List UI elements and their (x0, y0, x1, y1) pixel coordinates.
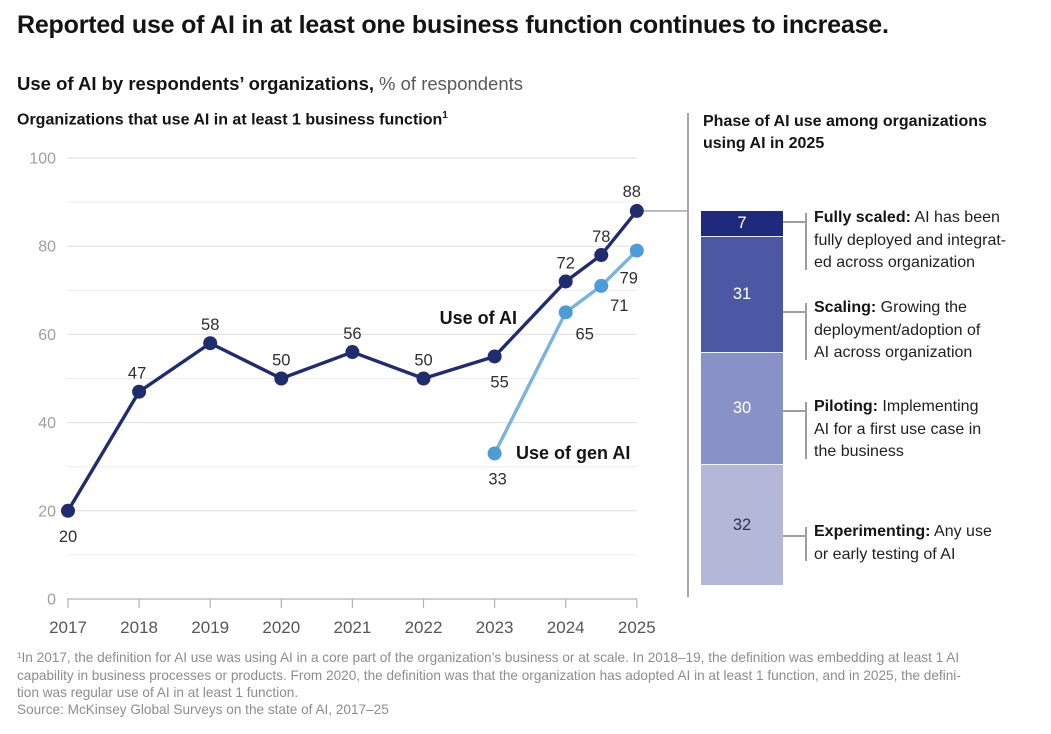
x-tick-label: 2025 (618, 618, 656, 637)
data-point-use-of-ai (487, 349, 502, 364)
source-line: Source: McKinsey Global Surveys on the s… (17, 702, 389, 717)
phase-desc-experimenting: Experimenting: Any use or early testing o… (814, 521, 992, 566)
footnote-line: tion was regular use of AI in at least 1… (17, 685, 299, 700)
right-chart-header-line1: Phase of AI use among organizations (703, 113, 987, 130)
subtitle-unit: % of respondents (379, 73, 524, 94)
value-label-use-of-gen-ai: 79 (620, 270, 638, 288)
data-point-use-of-gen-ai (629, 243, 644, 258)
data-point-use-of-gen-ai (558, 305, 573, 320)
left-chart-header: Organizations that use AI in at least 1 … (17, 110, 448, 129)
value-label-use-of-ai: 50 (272, 352, 290, 370)
phase-bracket-line (805, 303, 807, 360)
footnote-line: capability in business processes or prod… (17, 667, 961, 683)
value-label-use-of-gen-ai: 71 (610, 297, 628, 315)
x-tick-label: 2020 (262, 618, 300, 637)
footnote-marker: 1 (442, 110, 448, 121)
x-tick-label: 2023 (476, 618, 514, 637)
right-chart-header-line2: using AI in 2025 (703, 134, 825, 152)
data-point-use-of-ai (61, 503, 75, 518)
x-tick-label: 2017 (49, 618, 87, 637)
data-point-use-of-gen-ai (594, 278, 609, 293)
phase-desc-line: Fully scaled: AI has been (814, 209, 1000, 226)
x-tick-label: 2019 (191, 618, 229, 637)
value-label-use-of-ai: 47 (128, 365, 146, 383)
x-tick-label: 2021 (333, 618, 371, 637)
value-label-use-of-ai: 88 (623, 183, 641, 201)
phase-stacked-bar: 7 31 30 32 (701, 211, 783, 585)
x-tick-label: 2024 (547, 618, 585, 637)
bar-segment-value: 7 (737, 214, 747, 233)
right-chart-header: Phase of AI use among organizations usin… (703, 111, 987, 154)
data-point-use-of-ai (132, 384, 147, 399)
phase-desc-scaling: Scaling: Growing the deployment/adoption … (814, 297, 980, 365)
panel-divider (687, 113, 689, 597)
x-tick-label: 2018 (120, 618, 158, 637)
phase-desc-line: AI across organization (814, 344, 973, 361)
bar-segment-scaling: 31 (701, 237, 783, 354)
phase-desc-line: fully deployed and integrat- (814, 231, 1007, 249)
bar-segment-value: 30 (732, 399, 752, 418)
data-point-use-of-ai (416, 371, 431, 386)
series-label-use-of-gen-ai: Use of gen AI (516, 443, 630, 463)
x-tick-label: 2022 (405, 618, 443, 637)
data-point-use-of-ai (629, 203, 644, 218)
page-title: Reported use of AI in at least one busin… (17, 11, 889, 39)
series-line-use-of-ai (66, 209, 639, 512)
value-label-use-of-ai: 58 (201, 316, 219, 334)
ai-use-line-chart: 2017 2018 2019 2020 2021 2022 2023 2024 2025 0 20 4… (29, 151, 687, 637)
footnote-line: ¹In 2017, the definition for AI use was … (17, 650, 960, 665)
value-label-use-of-gen-ai: 33 (488, 470, 506, 488)
phase-desc-line: ed across organization (814, 254, 975, 271)
phase-desc-line: or early testing of AI (814, 545, 956, 563)
y-tick-label: 100 (29, 151, 56, 168)
value-label-use-of-ai: 78 (592, 228, 610, 246)
phase-desc-line: the business (814, 443, 904, 460)
data-point-use-of-ai (558, 274, 573, 289)
value-label-use-of-ai: 72 (557, 254, 575, 272)
data-point-use-of-ai (345, 345, 360, 360)
phase-bracket-line (805, 402, 807, 459)
value-label-use-of-ai: 56 (343, 325, 361, 343)
phase-desc-line: deployment/adoption of (814, 321, 981, 339)
subtitle: Use of AI by respondents’ organizations,… (17, 73, 523, 95)
series-line-use-of-gen-ai (493, 249, 638, 455)
y-tick-label: 60 (38, 327, 56, 344)
phase-bracket-line (805, 213, 807, 270)
phase-connector-line (783, 221, 805, 223)
value-label-use-of-gen-ai: 65 (576, 325, 594, 343)
y-tick-label: 40 (38, 415, 56, 432)
phase-connector-line (783, 410, 805, 412)
bar-segment-piloting: 30 (701, 353, 783, 466)
left-chart-header-text: Organizations that use AI in at least 1 … (17, 111, 443, 129)
phase-desc-fully-scaled: Fully scaled: AI has been fully deployed … (814, 207, 1006, 275)
phase-desc-line: Piloting: Implementing (814, 398, 979, 415)
phase-desc-line: AI for a first use case in (814, 420, 982, 438)
series-label-use-of-ai: Use of AI (440, 308, 517, 328)
bar-segment-experimenting: 32 (701, 465, 783, 585)
phase-desc-piloting: Piloting: Implementing AI for a first use… (814, 396, 981, 464)
phase-connector-line (783, 535, 805, 537)
bar-segment-value: 32 (732, 515, 752, 534)
subtitle-bold: Use of AI by respondents’ organizations, (17, 73, 375, 94)
bar-segment-value: 31 (732, 285, 752, 304)
phase-desc-line: Scaling: Growing the (814, 299, 967, 316)
y-tick-label: 80 (38, 239, 56, 256)
y-tick-label: 0 (47, 592, 56, 609)
phase-desc-line: Experimenting: Any use (814, 523, 992, 540)
data-point-use-of-ai (274, 371, 289, 386)
data-point-use-of-ai (594, 248, 609, 263)
data-point-use-of-ai (203, 336, 218, 351)
value-label-use-of-ai: 55 (490, 373, 508, 391)
y-tick-label: 20 (38, 503, 56, 520)
value-label-use-of-ai: 50 (414, 352, 432, 370)
value-label-use-of-ai: 20 (59, 528, 77, 546)
data-point-use-of-gen-ai (487, 446, 502, 461)
phase-bracket-line (805, 527, 807, 561)
phase-connector-line (783, 311, 805, 313)
bar-segment-fully-scaled: 7 (701, 211, 783, 238)
footnote: ¹In 2017, the definition for AI use was … (17, 649, 1047, 702)
